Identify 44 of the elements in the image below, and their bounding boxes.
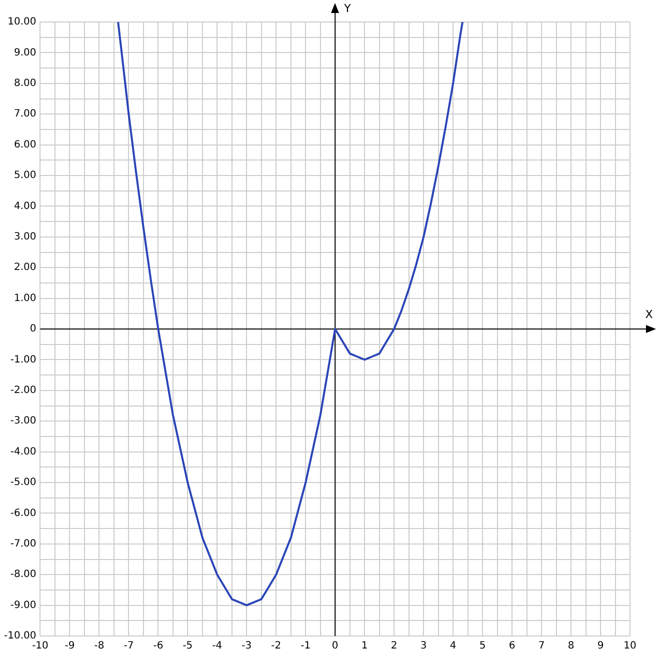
x-tick-label: -10 <box>32 640 48 652</box>
y-tick-label: 9.00 <box>14 47 36 58</box>
x-tick-label: 6 <box>508 640 516 652</box>
y-tick-label: 0 <box>30 324 36 335</box>
x-tick-label: 2 <box>390 640 398 652</box>
y-tick-label: 10.00 <box>8 16 36 28</box>
y-tick-label: -5.00 <box>10 477 36 488</box>
x-tick-label: -4 <box>212 640 222 652</box>
x-tick-label: -5 <box>182 640 193 652</box>
x-tick-label: -7 <box>124 640 134 652</box>
x-tick-label: 10 <box>624 640 636 652</box>
y-tick-label: -9.00 <box>10 600 36 611</box>
x-tick-label: 3 <box>420 640 427 652</box>
x-tick-label: 9 <box>597 640 604 652</box>
x-tick-label: 4 <box>450 640 456 652</box>
y-axis-title: Y <box>343 2 352 15</box>
x-tick-label: -3 <box>242 640 252 652</box>
y-tick-label: 2.00 <box>14 262 36 274</box>
y-tick-label: 3.00 <box>14 231 36 242</box>
y-tick-label: 4.00 <box>14 200 36 212</box>
y-tick-label: 7.00 <box>14 108 36 120</box>
x-tick-label: 7 <box>538 640 545 652</box>
x-tick-label: -2 <box>271 640 282 652</box>
x-tick-label: -8 <box>94 640 104 652</box>
x-tick-label: -1 <box>300 640 311 652</box>
y-tick-label: 8.00 <box>14 78 36 89</box>
y-tick-label: -2.00 <box>10 384 36 396</box>
x-tick-label: 5 <box>479 640 486 652</box>
x-tick-label: 1 <box>361 640 368 652</box>
x-tick-label: 0 <box>332 640 338 652</box>
x-tick-label: 8 <box>568 640 574 652</box>
y-tick-label: -10.00 <box>4 630 36 642</box>
y-tick-label: 5.00 <box>14 170 36 182</box>
x-axis-title: X <box>645 308 654 321</box>
x-tick-label: -6 <box>153 640 164 652</box>
y-tick-label: -3.00 <box>10 416 36 427</box>
y-tick-label: -6.00 <box>10 508 36 519</box>
x-tick-label: -9 <box>64 640 75 652</box>
y-tick-label: -7.00 <box>10 538 36 550</box>
y-tick-label: -8.00 <box>10 569 36 580</box>
y-tick-label: -1.00 <box>10 354 36 366</box>
y-tick-label: 1.00 <box>14 292 36 304</box>
y-tick-label: 6.00 <box>14 139 36 150</box>
y-tick-label: -4.00 <box>10 446 36 458</box>
